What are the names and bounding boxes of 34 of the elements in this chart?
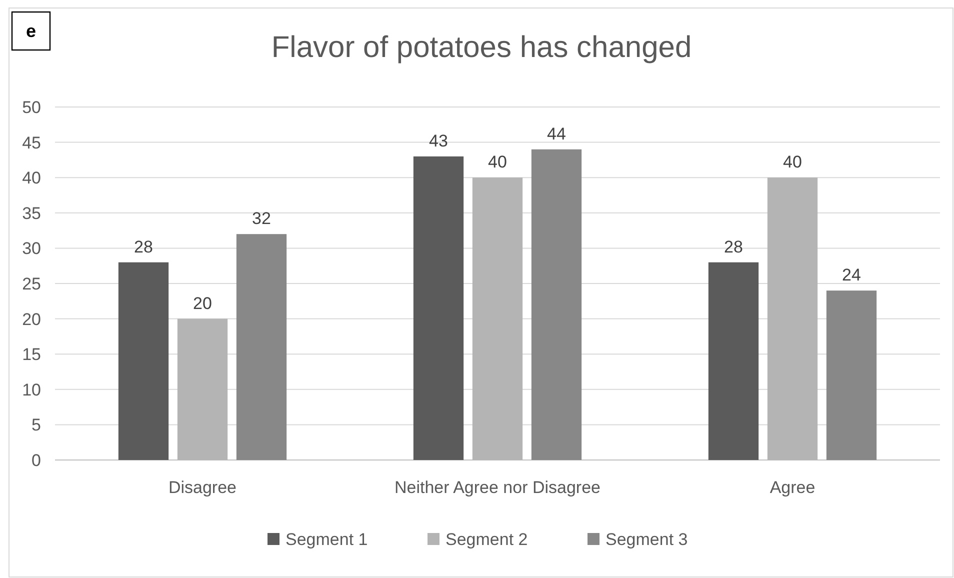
y-tick-label: 15 — [22, 345, 41, 364]
data-label: 20 — [193, 294, 212, 313]
x-tick-label: Agree — [770, 478, 816, 497]
chart-title: Flavor of potatoes has changed — [271, 31, 692, 64]
data-label: 44 — [547, 124, 566, 144]
x-tick-label: Disagree — [168, 478, 237, 497]
bar — [236, 234, 287, 460]
y-tick-label: 45 — [22, 133, 41, 152]
data-label: 40 — [783, 152, 802, 172]
legend-label: Segment 1 — [286, 530, 368, 549]
bar — [826, 290, 877, 460]
legend-label: Segment 3 — [606, 530, 688, 549]
data-label: 28 — [724, 237, 743, 256]
y-tick-label: 40 — [22, 168, 41, 188]
y-tick-label: 5 — [32, 416, 41, 435]
bar — [708, 262, 759, 460]
y-tick-label: 25 — [22, 274, 41, 294]
data-label: 43 — [429, 131, 448, 150]
y-tick-label: 0 — [32, 451, 41, 470]
y-tick-label: 50 — [22, 98, 41, 117]
x-tick-label: Neither Agree nor Disagree — [394, 478, 601, 497]
y-tick-label: 10 — [22, 380, 41, 400]
data-label: 28 — [134, 237, 153, 256]
bar — [118, 262, 169, 460]
y-tick-label: 20 — [22, 310, 41, 329]
data-label: 40 — [488, 152, 507, 172]
data-label: 24 — [842, 266, 861, 285]
bar — [531, 149, 582, 460]
data-label: 32 — [252, 209, 271, 228]
y-tick-label: 35 — [22, 204, 41, 223]
bar — [413, 156, 464, 460]
y-tick-label: 30 — [22, 239, 41, 258]
legend-label: Segment 2 — [446, 530, 528, 549]
text: e — [26, 21, 36, 41]
